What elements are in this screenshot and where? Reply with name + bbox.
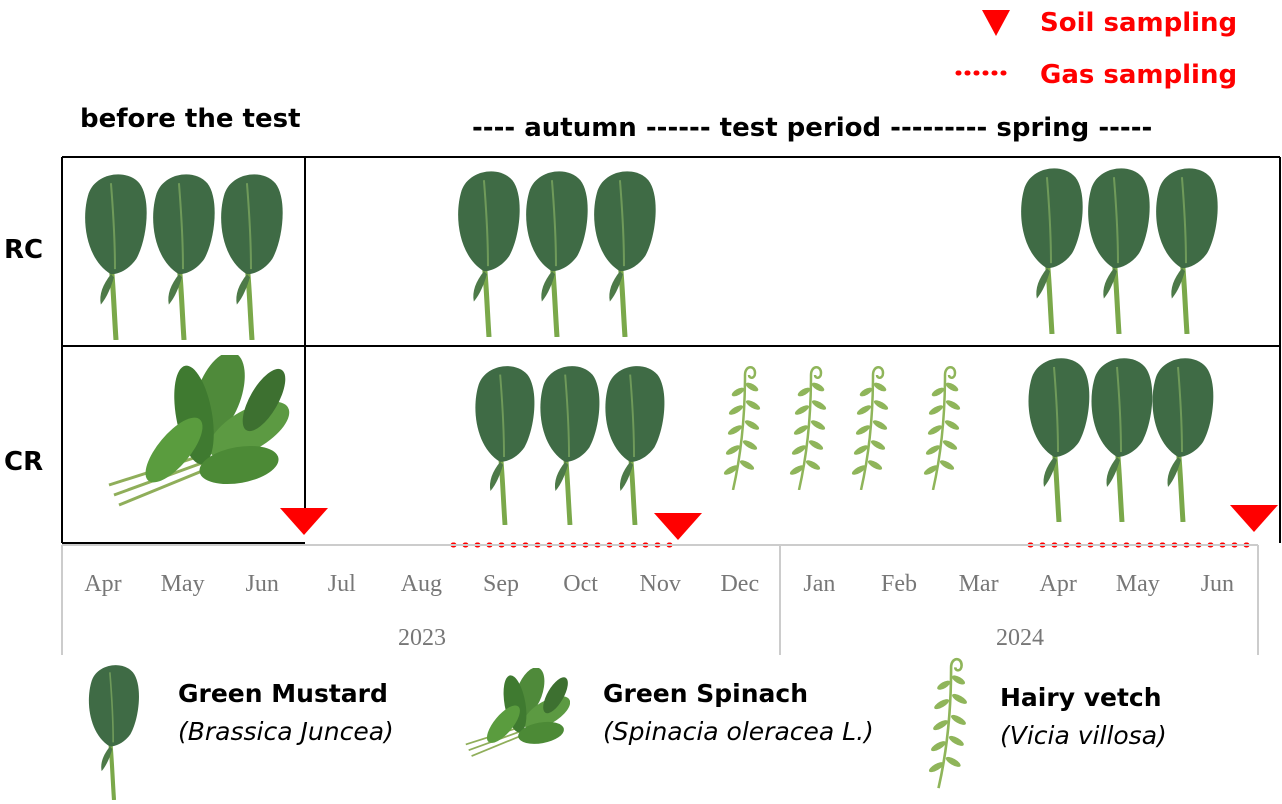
month-label: Oct xyxy=(563,571,598,597)
legend-name: Hairy vetch xyxy=(1000,683,1162,712)
legend-name: Green Spinach xyxy=(603,679,808,708)
soil-marker xyxy=(982,10,1010,36)
month-label: May xyxy=(1116,571,1160,597)
month-label: Mar xyxy=(959,571,999,597)
frame xyxy=(61,156,1281,544)
axis-lines xyxy=(61,544,1259,655)
month-label: Jun xyxy=(1201,571,1234,597)
legend-latin: (Spinacia oleracea L.) xyxy=(603,717,874,746)
month-axis: Apr May Jun Jul Aug Sep Oct Nov Dec Jan Feb Mar Apr M… xyxy=(84,571,1234,597)
year-label: 2023 xyxy=(398,625,446,651)
gas-label: Gas sampling xyxy=(1040,60,1237,90)
month-label: Nov xyxy=(640,571,681,597)
row-label: RC xyxy=(4,235,43,265)
year-label: 2024 xyxy=(996,625,1044,651)
legend-name: Green Mustard xyxy=(178,679,388,708)
month-label: Jun xyxy=(246,571,279,597)
month-label: Feb xyxy=(881,571,917,597)
month-label: May xyxy=(161,571,205,597)
soil-label: Soil sampling xyxy=(1040,8,1237,38)
month-label: Jul xyxy=(328,571,356,597)
before-label: before the test xyxy=(80,104,301,134)
sampling-marks xyxy=(280,505,1278,548)
month-label: Sep xyxy=(483,571,519,597)
month-label: Apr xyxy=(84,571,121,597)
month-label: Apr xyxy=(1040,571,1077,597)
month-label: Jan xyxy=(803,571,835,597)
month-label: Dec xyxy=(720,571,759,597)
period-label: ---- autumn ------ test period ---------… xyxy=(472,113,1152,143)
month-label: Aug xyxy=(401,571,442,597)
row-label: CR xyxy=(4,447,43,477)
legend-latin: (Vicia villosa) xyxy=(1000,721,1167,750)
legend-latin: (Brassica Juncea) xyxy=(178,717,394,746)
